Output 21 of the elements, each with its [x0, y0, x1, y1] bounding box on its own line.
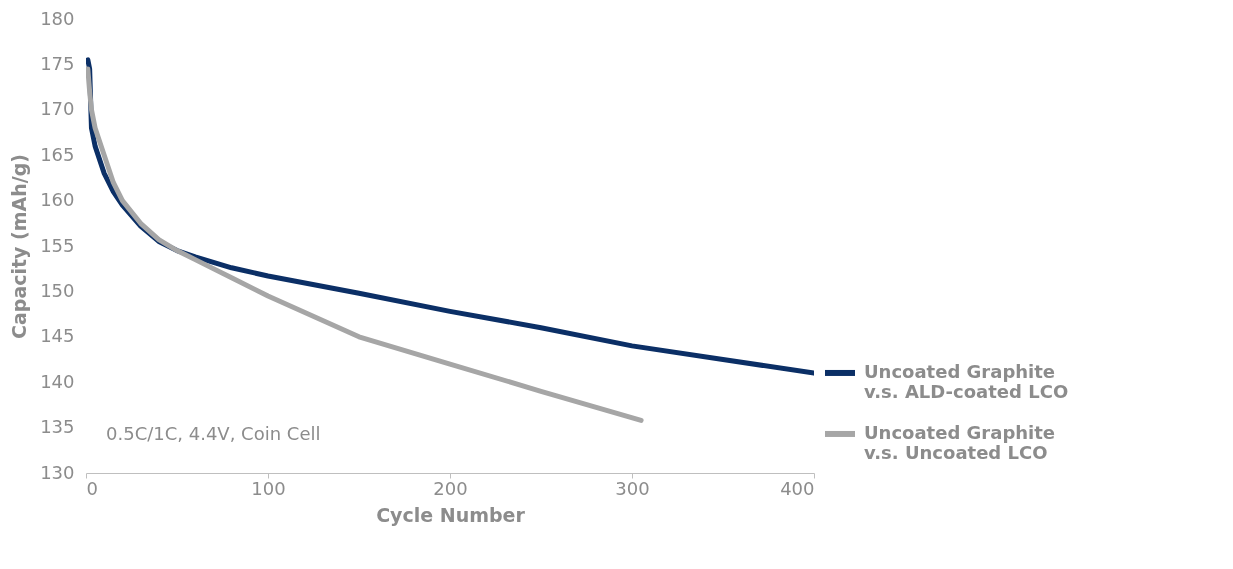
y-tick-label: 160 — [40, 189, 75, 211]
y-axis-title: Capacity (mAh/g) — [8, 154, 31, 339]
x-tick-label: 100 — [251, 477, 286, 499]
x-tick-label: 200 — [433, 477, 468, 499]
y-tick-label: 135 — [40, 416, 75, 438]
y-tick-label: 175 — [40, 52, 75, 74]
x-tick-label: 0 — [86, 477, 98, 499]
y-tick-label: 150 — [40, 279, 75, 301]
y-tick-label: 130 — [40, 461, 75, 483]
y-tick-label: 140 — [40, 370, 75, 392]
y-tick-label: 155 — [40, 234, 75, 256]
legend-label: Uncoated Graphite v.s. Uncoated LCO — [864, 421, 1056, 463]
annotation: 0.5C/1C, 4.4V, Coin Cell — [106, 423, 321, 444]
y-tick-label: 145 — [40, 325, 75, 347]
y-tick-label: 170 — [40, 98, 75, 120]
legend-label: Uncoated Graphite v.s. ALD-coated LCO — [864, 360, 1069, 402]
x-axis-title: Cycle Number — [376, 503, 526, 526]
y-tick-label: 165 — [40, 143, 75, 165]
x-tick-label: 400 — [780, 477, 815, 499]
y-tick-label: 180 — [40, 7, 75, 29]
x-tick-label: 300 — [615, 477, 650, 499]
